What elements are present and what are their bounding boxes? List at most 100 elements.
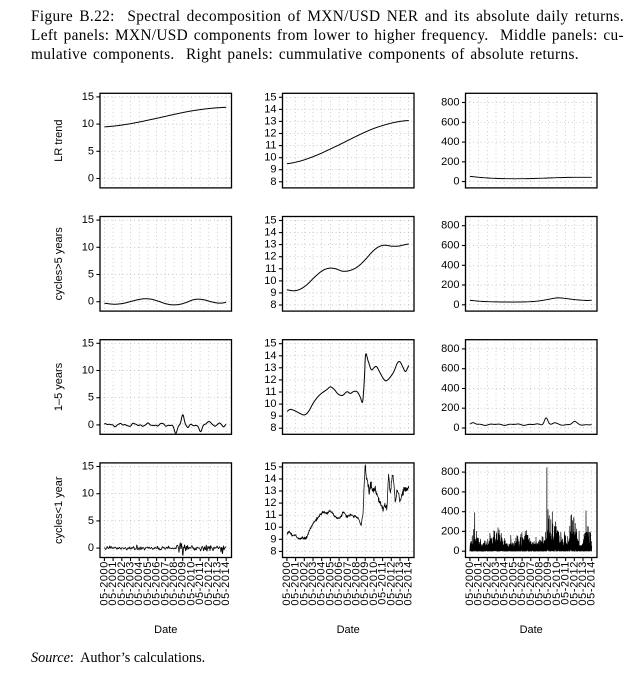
svg-text:12: 12 — [264, 497, 276, 509]
svg-text:05-2005: 05-2005 — [142, 561, 154, 606]
svg-text:10: 10 — [264, 152, 276, 164]
svg-text:13: 13 — [264, 239, 276, 251]
svg-text:05-2008: 05-2008 — [168, 561, 180, 606]
svg-text:5: 5 — [88, 392, 94, 404]
svg-text:0: 0 — [453, 545, 459, 557]
svg-text:0: 0 — [453, 176, 459, 188]
svg-text:05-2007: 05-2007 — [159, 561, 171, 606]
svg-text:15: 15 — [264, 338, 276, 350]
svg-text:15: 15 — [82, 214, 94, 226]
svg-text:05-2009: 05-2009 — [542, 561, 554, 606]
svg-text:05-2014: 05-2014 — [220, 561, 232, 606]
svg-text:10: 10 — [82, 118, 94, 130]
svg-text:800: 800 — [441, 97, 459, 109]
svg-text:15: 15 — [264, 215, 276, 227]
svg-text:Date: Date — [520, 624, 543, 636]
svg-text:5: 5 — [88, 269, 94, 281]
svg-text:cycles<1 year: cycles<1 year — [53, 476, 65, 544]
svg-text:0: 0 — [88, 296, 94, 308]
svg-text:400: 400 — [441, 506, 459, 518]
svg-text:05-2009: 05-2009 — [359, 561, 371, 606]
svg-text:14: 14 — [264, 227, 276, 239]
svg-text:13: 13 — [264, 115, 276, 127]
svg-text:05-2001: 05-2001 — [290, 561, 302, 606]
svg-text:0: 0 — [453, 299, 459, 311]
svg-text:05-2006: 05-2006 — [151, 561, 163, 606]
svg-text:05-2011: 05-2011 — [377, 561, 389, 605]
svg-text:cycles>5 years: cycles>5 years — [53, 227, 65, 301]
svg-text:15: 15 — [264, 91, 276, 103]
svg-text:0: 0 — [88, 173, 94, 185]
svg-text:11: 11 — [265, 263, 276, 275]
svg-text:05-2011: 05-2011 — [560, 561, 572, 605]
svg-text:10: 10 — [264, 398, 276, 410]
svg-text:05-2005: 05-2005 — [507, 561, 519, 606]
svg-text:200: 200 — [441, 279, 459, 291]
svg-text:05-2012: 05-2012 — [385, 561, 397, 606]
svg-text:10: 10 — [264, 521, 276, 533]
svg-text:05-2003: 05-2003 — [125, 561, 137, 606]
svg-text:11: 11 — [265, 140, 276, 152]
svg-text:800: 800 — [441, 220, 459, 232]
svg-text:Date: Date — [337, 624, 360, 636]
svg-text:05-2000: 05-2000 — [464, 561, 476, 606]
svg-text:05-2013: 05-2013 — [212, 561, 224, 606]
svg-text:15: 15 — [264, 461, 276, 473]
svg-text:10: 10 — [82, 241, 94, 253]
svg-text:200: 200 — [441, 156, 459, 168]
svg-text:05-2006: 05-2006 — [333, 561, 345, 606]
svg-text:14: 14 — [264, 350, 276, 362]
svg-text:05-2000: 05-2000 — [98, 561, 110, 606]
svg-text:05-2002: 05-2002 — [298, 561, 310, 606]
svg-text:14: 14 — [264, 103, 276, 115]
svg-text:05-2006: 05-2006 — [516, 561, 528, 606]
svg-text:05-2001: 05-2001 — [473, 561, 485, 606]
svg-text:05-2007: 05-2007 — [525, 561, 537, 606]
svg-text:12: 12 — [264, 374, 276, 386]
svg-text:LR trend: LR trend — [53, 119, 65, 161]
svg-text:5: 5 — [88, 145, 94, 157]
svg-text:11: 11 — [265, 386, 276, 398]
svg-text:600: 600 — [441, 363, 459, 375]
svg-text:400: 400 — [441, 383, 459, 395]
svg-text:1–5 years: 1–5 years — [53, 362, 65, 411]
svg-text:05-2003: 05-2003 — [490, 561, 502, 606]
svg-text:14: 14 — [264, 473, 276, 485]
svg-text:05-2008: 05-2008 — [534, 561, 546, 606]
svg-text:600: 600 — [441, 486, 459, 498]
svg-text:400: 400 — [441, 259, 459, 271]
svg-text:05-2010: 05-2010 — [185, 561, 197, 606]
svg-text:8: 8 — [270, 176, 276, 188]
svg-text:200: 200 — [441, 525, 459, 537]
svg-text:05-2004: 05-2004 — [499, 561, 511, 606]
svg-text:10: 10 — [82, 365, 94, 377]
svg-text:05-2002: 05-2002 — [481, 561, 493, 606]
svg-text:05-2011: 05-2011 — [194, 561, 206, 605]
svg-text:10: 10 — [264, 275, 276, 287]
svg-text:05-2014: 05-2014 — [403, 561, 415, 606]
svg-text:8: 8 — [270, 545, 276, 557]
svg-text:05-2004: 05-2004 — [133, 561, 145, 606]
svg-text:05-2008: 05-2008 — [351, 561, 363, 606]
svg-text:05-2012: 05-2012 — [203, 561, 215, 606]
svg-text:05-2013: 05-2013 — [577, 561, 589, 606]
svg-text:05-2005: 05-2005 — [324, 561, 336, 606]
svg-text:15: 15 — [82, 461, 94, 473]
svg-text:13: 13 — [264, 485, 276, 497]
svg-text:05-2010: 05-2010 — [551, 561, 563, 606]
svg-text:05-2009: 05-2009 — [177, 561, 189, 606]
svg-text:12: 12 — [264, 128, 276, 140]
svg-text:10: 10 — [82, 488, 94, 500]
svg-text:05-2004: 05-2004 — [316, 561, 328, 606]
svg-text:05-2013: 05-2013 — [394, 561, 406, 606]
svg-text:11: 11 — [265, 509, 276, 521]
svg-text:400: 400 — [441, 136, 459, 148]
svg-text:0: 0 — [453, 422, 459, 434]
svg-text:9: 9 — [270, 533, 276, 545]
svg-text:05-2012: 05-2012 — [568, 561, 580, 606]
svg-text:05-2010: 05-2010 — [368, 561, 380, 606]
svg-text:200: 200 — [441, 402, 459, 414]
svg-text:800: 800 — [441, 343, 459, 355]
svg-text:8: 8 — [270, 299, 276, 311]
svg-text:5: 5 — [88, 515, 94, 527]
